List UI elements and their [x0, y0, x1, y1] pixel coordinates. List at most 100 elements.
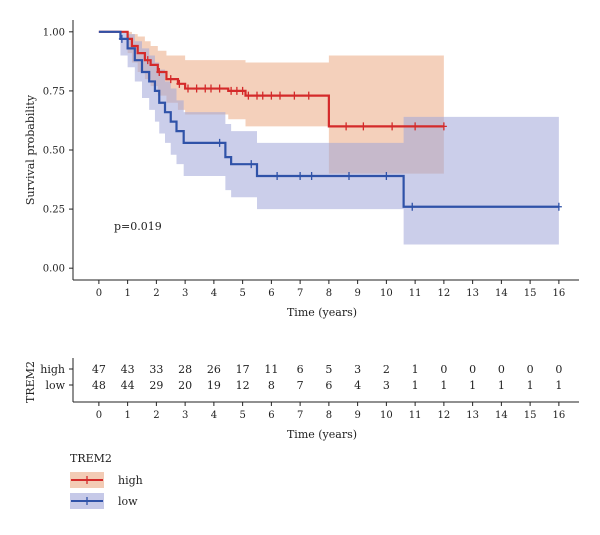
- censor-mark-low: [118, 34, 125, 43]
- km-axes: 0.000.250.500.751.000 1 2 3 4 5 6 7 8 9 10 11 12 13 14…: [43, 20, 579, 299]
- censor-mark-high: [193, 84, 200, 93]
- legend: TREM2 high low: [70, 452, 143, 509]
- censor-mark-high: [185, 84, 191, 93]
- km-x-tick-label: 14: [495, 288, 508, 299]
- km-y-tick-label: 0.75: [43, 86, 65, 97]
- censor-mark-high: [233, 86, 240, 95]
- km-x-tick-label: 16: [553, 288, 566, 299]
- risk-cell: 26: [207, 363, 221, 376]
- risk-cell: 43: [121, 363, 135, 376]
- risk-cell: 3: [354, 363, 361, 376]
- censor-mark-high: [343, 122, 350, 131]
- risk-cell: 0: [498, 363, 505, 376]
- risk-x-tick-label: 5: [239, 410, 245, 421]
- censor-mark-high: [277, 91, 283, 100]
- km-x-tick-label: 5: [239, 288, 245, 299]
- risk-table: 0 1 2 3 4 5 6 7 8 9 10 11 12 13 14 15 16 47 43 33 28 26 17 11 6…: [24, 358, 579, 441]
- risk-x-axis-label: Time (years): [287, 428, 357, 441]
- legend-censor-high: [84, 476, 90, 484]
- risk-cell: 17: [236, 363, 250, 376]
- p-value-annotation: p=0.019: [114, 220, 162, 233]
- censor-mark-high: [412, 122, 419, 131]
- censor-mark-high: [291, 91, 298, 100]
- km-x-tick-label: 7: [297, 288, 303, 299]
- censor-mark-low: [274, 172, 281, 180]
- risk-cell: 1: [498, 379, 505, 392]
- risk-row-label-low: low: [45, 379, 65, 392]
- km-x-tick-label: 9: [354, 288, 360, 299]
- km-x-tick-label: 8: [326, 288, 332, 299]
- risk-x-tick-label: 1: [124, 410, 130, 421]
- censor-mark-high: [176, 79, 183, 88]
- censor-mark-high: [259, 91, 266, 100]
- risk-cell: 6: [325, 379, 332, 392]
- risk-cell: 28: [178, 363, 192, 376]
- censor-mark-low: [308, 172, 315, 180]
- censor-mark-high: [245, 91, 252, 100]
- risk-cell: 0: [440, 363, 447, 376]
- km-x-tick-label: 0: [96, 288, 102, 299]
- censor-mark-high: [202, 84, 209, 93]
- risk-cell: 0: [527, 363, 534, 376]
- km-plot: 0.000.250.500.751.000 1 2 3 4 5 6 7 8 9 10 11 12 13 14…: [24, 20, 579, 319]
- legend-item-low: low: [70, 493, 138, 509]
- censor-mark-high: [268, 91, 275, 100]
- risk-row-labels: high low: [40, 363, 65, 392]
- censor-mark-low: [555, 202, 562, 211]
- risk-x-tick-label: 8: [326, 410, 332, 421]
- legend-censor-low: [84, 497, 90, 505]
- censor-mark-high: [440, 122, 447, 131]
- km-y-axis-label: Survival probability: [24, 94, 37, 205]
- risk-cell: 1: [440, 379, 447, 392]
- risk-cells: 47 43 33 28 26 17 11 6 5 3 2 1 0 0 0 0 048 44 29 20 19 12 8 7 6 4…: [92, 363, 563, 392]
- risk-cell: 1: [412, 379, 419, 392]
- risk-x-tick-label: 11: [409, 410, 422, 421]
- confidence-bands: [98, 31, 559, 245]
- risk-cell: 2: [383, 363, 390, 376]
- risk-cell: 3: [383, 379, 390, 392]
- censor-mark-low: [409, 202, 416, 211]
- censor-mark-low: [248, 160, 255, 169]
- risk-cell: 44: [121, 379, 135, 392]
- km-x-tick-label: 3: [182, 288, 188, 299]
- censor-mark-high: [254, 91, 260, 100]
- censor-mark-high: [389, 122, 396, 131]
- censor-mark-high: [216, 84, 223, 93]
- risk-cell: 5: [325, 363, 332, 376]
- risk-cell: 8: [268, 379, 275, 392]
- censor-mark-low: [346, 172, 352, 180]
- censor-mark-low: [297, 172, 304, 180]
- risk-cell: 11: [264, 363, 278, 376]
- risk-cell: 0: [469, 363, 476, 376]
- ci-band-high: [98, 31, 444, 174]
- censor-marks: [118, 34, 562, 211]
- legend-items: high low: [70, 472, 143, 509]
- km-y-tick-label: 0.50: [43, 146, 65, 157]
- risk-cell: 7: [297, 379, 304, 392]
- risk-x-tick-label: 4: [211, 410, 217, 421]
- km-x-tick-label: 4: [211, 288, 217, 299]
- risk-row-label-high: high: [40, 363, 65, 376]
- risk-cell: 4: [354, 379, 361, 392]
- km-x-tick-label: 6: [268, 288, 274, 299]
- km-x-tick-label: 2: [153, 288, 159, 299]
- risk-cell: 1: [555, 379, 562, 392]
- risk-x-tick-label: 0: [96, 410, 102, 421]
- censor-mark-high: [228, 86, 235, 95]
- censor-mark-high: [360, 122, 367, 131]
- censor-mark-high: [156, 68, 163, 76]
- risk-x-tick-label: 16: [553, 410, 566, 421]
- legend-item-high: high: [70, 472, 143, 488]
- km-x-tick-label: 12: [438, 288, 451, 299]
- km-x-tick-label: 11: [409, 288, 422, 299]
- censor-mark-high: [305, 91, 312, 100]
- legend-label-high: high: [118, 474, 143, 487]
- km-y-tick-label: 0.25: [43, 205, 65, 216]
- risk-x-tick-label: 12: [438, 410, 451, 421]
- risk-cell: 48: [92, 379, 106, 392]
- km-y-tick-label: 0.00: [43, 264, 65, 275]
- risk-cell: 6: [297, 363, 304, 376]
- km-y-tick-label: 1.00: [43, 27, 65, 38]
- censor-mark-low: [383, 172, 390, 180]
